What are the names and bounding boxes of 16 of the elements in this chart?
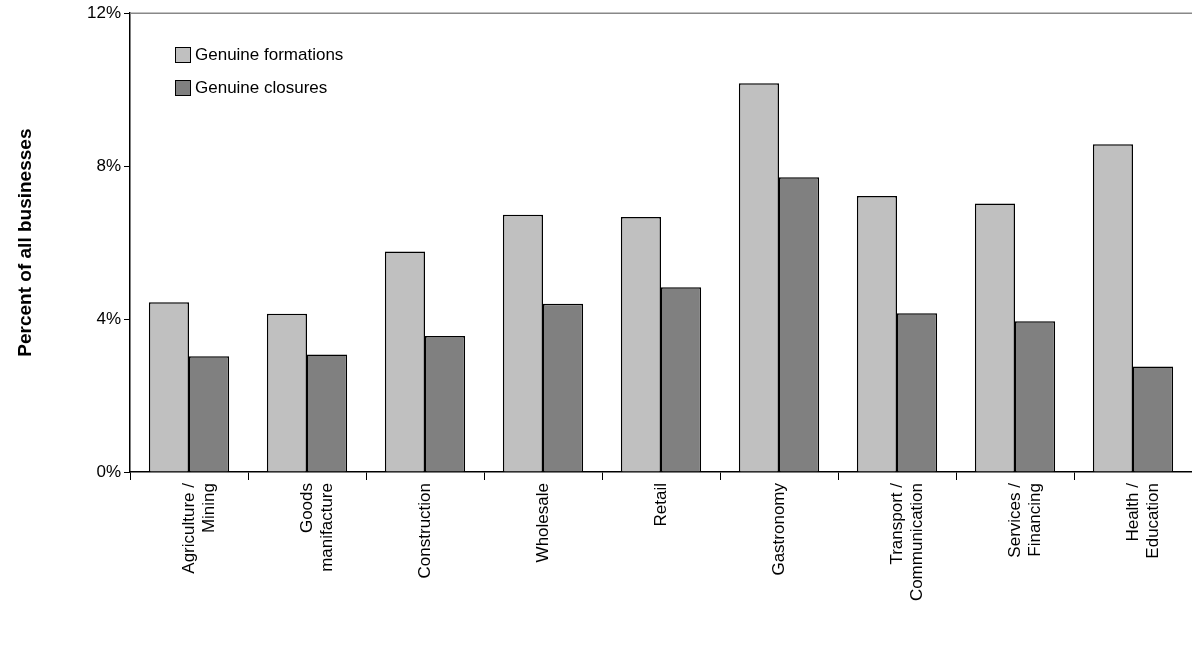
x-tick-label: Retail bbox=[650, 483, 670, 527]
y-tick-label: 12% bbox=[86, 2, 121, 22]
x-tick-label: Goods manifacture bbox=[296, 483, 337, 572]
x-tick-label: Wholesale bbox=[532, 483, 552, 563]
x-tick-label: Construction bbox=[414, 483, 434, 579]
y-tick-label: 4% bbox=[96, 308, 121, 328]
x-tick-label: Gastronomy bbox=[768, 482, 788, 576]
x-tick-label: Services / Financing bbox=[1004, 482, 1045, 558]
y-tick-label: 8% bbox=[96, 155, 121, 175]
y-tick-label: 0% bbox=[96, 461, 121, 481]
legend-label: Genuine formations bbox=[195, 44, 344, 65]
x-tick-label: Transport / Communication bbox=[886, 482, 927, 602]
x-tick-label: Agriculture / Mining bbox=[178, 482, 219, 574]
y-axis-title: Percent of all businesses bbox=[13, 128, 35, 357]
legend-label: Genuine closures bbox=[195, 77, 328, 98]
x-tick-label: Health / Education bbox=[1122, 482, 1163, 559]
